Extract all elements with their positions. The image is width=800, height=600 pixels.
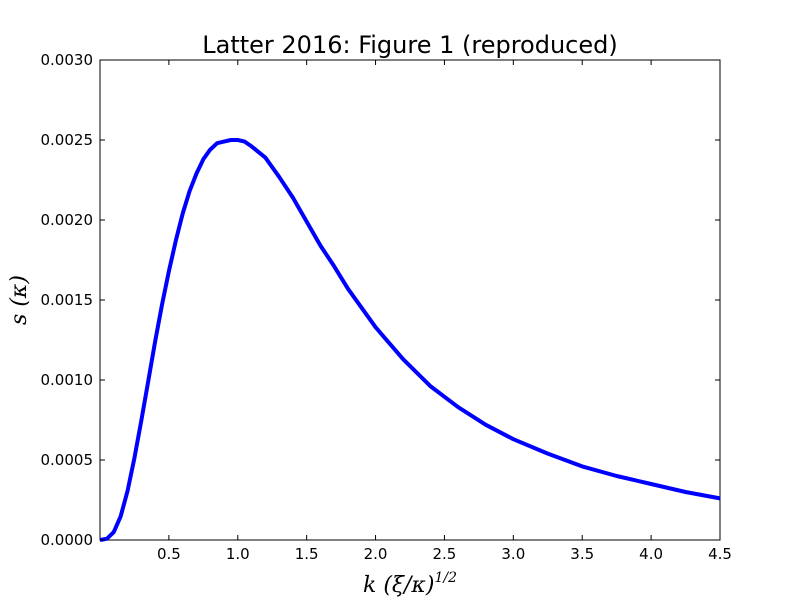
y-tick-label: 0.0020 [41, 211, 94, 229]
x-tick-label: 3.0 [501, 545, 525, 563]
x-tick-label: 0.5 [157, 545, 181, 563]
axes-frame [99, 59, 721, 541]
y-tick-label: 0.0010 [41, 371, 94, 389]
y-tick-label: 0.0005 [41, 451, 94, 469]
x-axis-label-main: k (ξ/κ) [363, 573, 434, 598]
plot-area: 0.5 1.0 1.5 2.0 2.5 3.0 3.5 4.0 4.5 0.0000 0.0005… [41, 51, 732, 563]
y-tick-label: 0.0000 [41, 531, 94, 549]
x-tick-label: 4.0 [639, 545, 663, 563]
x-ticks: 0.5 1.0 1.5 2.0 2.5 3.0 3.5 4.0 4.5 [157, 60, 732, 563]
chart-title: Latter 2016: Figure 1 (reproduced) [202, 31, 618, 59]
x-axis-label-superscript: 1/2 [434, 570, 457, 586]
y-ticks: 0.0000 0.0005 0.0010 0.0015 0.0020 0.0025 0.00… [41, 51, 720, 549]
x-axis-label: k (ξ/κ)1/2 [363, 570, 457, 598]
y-tick-label: 0.0015 [41, 291, 94, 309]
x-tick-label: 4.5 [708, 545, 732, 563]
y-tick-label: 0.0025 [41, 131, 94, 149]
curve-layer [99, 138, 721, 542]
x-tick-label: 2.5 [433, 545, 457, 563]
x-tick-label: 3.5 [570, 545, 594, 563]
x-tick-label: 1.0 [226, 545, 250, 563]
y-axis-label: s (κ) [7, 275, 32, 325]
x-tick-label: 1.5 [295, 545, 319, 563]
y-tick-label: 0.0030 [41, 51, 94, 69]
x-tick-label: 2.0 [364, 545, 388, 563]
series-line [99, 138, 721, 542]
